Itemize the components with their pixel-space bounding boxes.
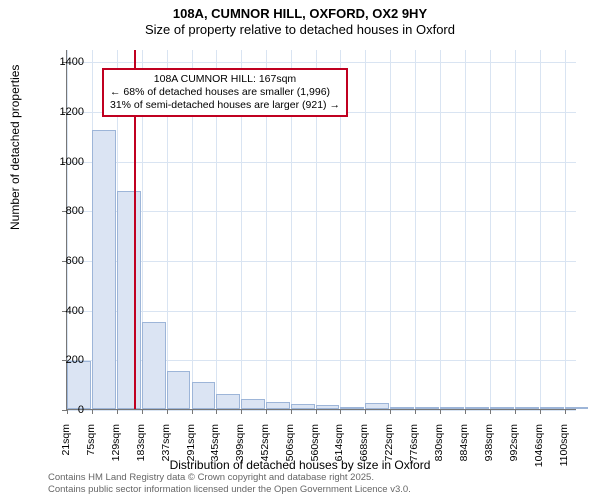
x-tick-label: 614sqm [333, 424, 345, 484]
gridline-h [67, 311, 576, 312]
gridline-h [67, 162, 576, 163]
histogram-bar [266, 402, 290, 409]
x-tick-mark [291, 409, 292, 414]
histogram-bar [565, 407, 589, 409]
histogram-bar [117, 191, 141, 409]
footer-attribution: Contains HM Land Registry data © Crown c… [48, 472, 411, 496]
gridline-v [540, 50, 541, 409]
title-line1: 108A, CUMNOR HILL, OXFORD, OX2 9HY [0, 6, 600, 22]
histogram-bar [490, 407, 514, 409]
footer-line1: Contains HM Land Registry data © Crown c… [48, 472, 411, 484]
x-tick-label: 884sqm [458, 424, 470, 484]
gridline-v [515, 50, 516, 409]
histogram-bar [241, 399, 265, 409]
gridline-v [365, 50, 366, 409]
x-tick-mark [241, 409, 242, 414]
x-tick-mark [67, 409, 68, 414]
gridline-v [490, 50, 491, 409]
footer-line2: Contains public sector information licen… [48, 484, 411, 496]
y-tick-label: 200 [66, 354, 84, 366]
x-tick-mark [142, 409, 143, 414]
x-tick-mark [515, 409, 516, 414]
gridline-h [67, 211, 576, 212]
histogram-bar [515, 407, 539, 409]
x-tick-mark [390, 409, 391, 414]
x-tick-mark [92, 409, 93, 414]
histogram-bar [540, 407, 564, 409]
x-tick-label: 1046sqm [533, 424, 545, 484]
x-tick-mark [167, 409, 168, 414]
x-tick-label: 722sqm [383, 424, 395, 484]
x-tick-label: 399sqm [234, 424, 246, 484]
title-line2: Size of property relative to detached ho… [0, 22, 600, 38]
x-tick-mark [266, 409, 267, 414]
gridline-h [67, 410, 576, 411]
gridline-v [465, 50, 466, 409]
y-axis-label: Number of detached properties [8, 65, 22, 230]
gridline-v [415, 50, 416, 409]
x-tick-mark [365, 409, 366, 414]
x-tick-label: 129sqm [110, 424, 122, 484]
y-tick-label: 400 [66, 305, 84, 317]
x-tick-label: 21sqm [60, 424, 72, 484]
histogram-bar [142, 322, 166, 409]
histogram-bar [340, 407, 364, 409]
x-tick-label: 345sqm [209, 424, 221, 484]
histogram-bar [291, 404, 315, 409]
x-tick-label: 938sqm [483, 424, 495, 484]
x-tick-label: 830sqm [433, 424, 445, 484]
annotation-line2: ← 68% of detached houses are smaller (1,… [110, 86, 340, 99]
x-tick-mark [216, 409, 217, 414]
x-tick-mark [490, 409, 491, 414]
x-tick-label: 560sqm [309, 424, 321, 484]
histogram-bar [192, 382, 216, 409]
x-tick-mark [316, 409, 317, 414]
histogram-bar [440, 407, 464, 409]
histogram-bar [167, 371, 191, 409]
y-tick-label: 1000 [60, 156, 84, 168]
y-tick-label: 600 [66, 255, 84, 267]
gridline-v [440, 50, 441, 409]
x-tick-label: 1100sqm [558, 424, 570, 484]
gridline-h [67, 261, 576, 262]
x-tick-mark [465, 409, 466, 414]
histogram-bar [67, 361, 91, 409]
histogram-bar [465, 407, 489, 409]
chart-title: 108A, CUMNOR HILL, OXFORD, OX2 9HY Size … [0, 0, 600, 39]
y-tick-label: 1400 [60, 56, 84, 68]
x-tick-mark [415, 409, 416, 414]
y-tick-label: 800 [66, 205, 84, 217]
histogram-bar [390, 407, 414, 409]
x-tick-mark [540, 409, 541, 414]
x-tick-label: 75sqm [85, 424, 97, 484]
x-tick-label: 506sqm [284, 424, 296, 484]
gridline-h [67, 62, 576, 63]
x-tick-mark [117, 409, 118, 414]
plot-area: 108A CUMNOR HILL: 167sqm← 68% of detache… [66, 50, 576, 410]
histogram-bar [216, 394, 240, 409]
x-tick-mark [192, 409, 193, 414]
annotation-box: 108A CUMNOR HILL: 167sqm← 68% of detache… [102, 68, 348, 117]
chart-area: 108A CUMNOR HILL: 167sqm← 68% of detache… [66, 50, 576, 410]
gridline-v [390, 50, 391, 409]
histogram-bar [415, 407, 439, 409]
x-tick-label: 452sqm [259, 424, 271, 484]
annotation-line3: 31% of semi-detached houses are larger (… [110, 99, 340, 112]
x-tick-mark [440, 409, 441, 414]
x-tick-label: 776sqm [408, 424, 420, 484]
annotation-line1: 108A CUMNOR HILL: 167sqm [110, 73, 340, 86]
histogram-bar [316, 405, 340, 409]
x-tick-label: 291sqm [185, 424, 197, 484]
x-tick-mark [340, 409, 341, 414]
x-tick-label: 668sqm [358, 424, 370, 484]
histogram-bar [92, 130, 116, 409]
x-tick-mark [565, 409, 566, 414]
gridline-v [565, 50, 566, 409]
x-tick-label: 183sqm [135, 424, 147, 484]
x-tick-label: 992sqm [508, 424, 520, 484]
y-tick-label: 1200 [60, 106, 84, 118]
histogram-bar [365, 403, 389, 409]
x-tick-label: 237sqm [160, 424, 172, 484]
y-tick-label: 0 [78, 404, 84, 416]
